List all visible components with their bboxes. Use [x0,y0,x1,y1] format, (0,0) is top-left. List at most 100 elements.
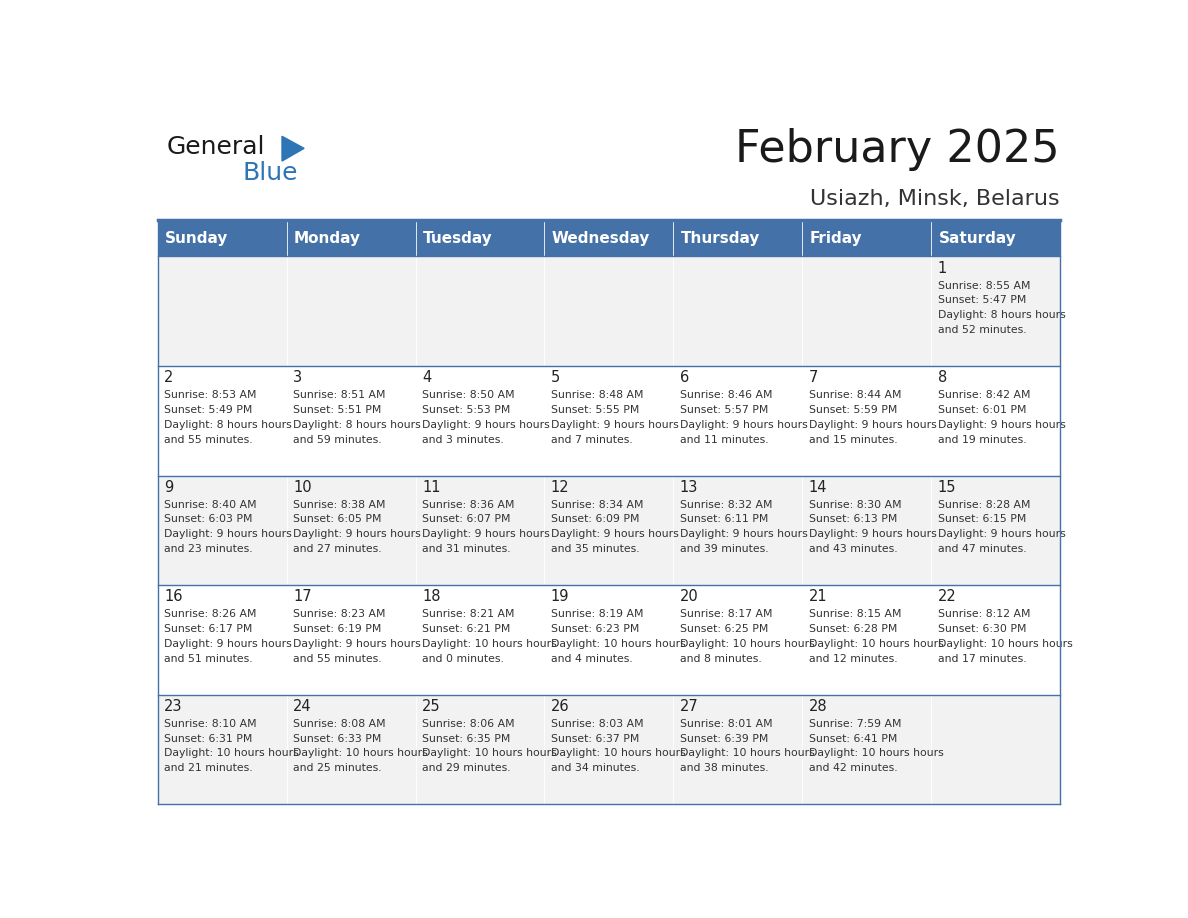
FancyBboxPatch shape [931,219,1060,256]
Text: 4: 4 [422,370,431,386]
Text: Sunrise: 8:42 AM: Sunrise: 8:42 AM [937,390,1030,400]
Text: Daylight: 9 hours hours: Daylight: 9 hours hours [293,530,421,540]
Text: and 47 minutes.: and 47 minutes. [937,544,1026,554]
Text: and 29 minutes.: and 29 minutes. [422,763,511,773]
Text: Sunset: 6:17 PM: Sunset: 6:17 PM [164,624,253,634]
Text: Daylight: 10 hours hours: Daylight: 10 hours hours [680,639,815,649]
Text: 5: 5 [551,370,560,386]
Text: 2: 2 [164,370,173,386]
FancyBboxPatch shape [802,366,931,476]
FancyBboxPatch shape [286,476,416,585]
Text: Blue: Blue [242,161,298,185]
Text: Sunrise: 7:59 AM: Sunrise: 7:59 AM [809,719,902,729]
Text: 15: 15 [937,480,956,495]
Text: Sunrise: 8:23 AM: Sunrise: 8:23 AM [293,610,386,620]
Text: Sunrise: 8:19 AM: Sunrise: 8:19 AM [551,610,644,620]
Text: and 4 minutes.: and 4 minutes. [551,654,632,664]
Text: and 52 minutes.: and 52 minutes. [937,325,1026,335]
Text: Sunset: 5:49 PM: Sunset: 5:49 PM [164,405,253,415]
Text: Daylight: 9 hours hours: Daylight: 9 hours hours [809,420,936,430]
Text: 24: 24 [293,699,311,714]
FancyBboxPatch shape [158,219,286,256]
Text: and 7 minutes.: and 7 minutes. [551,434,632,444]
Text: Daylight: 9 hours hours: Daylight: 9 hours hours [164,530,292,540]
FancyBboxPatch shape [674,219,802,256]
Text: 17: 17 [293,589,311,604]
Text: Daylight: 10 hours hours: Daylight: 10 hours hours [809,748,943,758]
Text: Daylight: 9 hours hours: Daylight: 9 hours hours [422,530,550,540]
Text: Sunrise: 8:50 AM: Sunrise: 8:50 AM [422,390,514,400]
Text: Wednesday: Wednesday [551,230,650,246]
Text: Sunset: 5:59 PM: Sunset: 5:59 PM [809,405,897,415]
FancyBboxPatch shape [931,256,1060,366]
FancyBboxPatch shape [802,476,931,585]
FancyBboxPatch shape [931,366,1060,476]
Text: Daylight: 9 hours hours: Daylight: 9 hours hours [809,530,936,540]
FancyBboxPatch shape [158,366,286,476]
Text: 14: 14 [809,480,827,495]
Text: and 43 minutes.: and 43 minutes. [809,544,897,554]
Text: Sunset: 6:23 PM: Sunset: 6:23 PM [551,624,639,634]
FancyBboxPatch shape [416,256,544,366]
FancyBboxPatch shape [416,695,544,804]
Text: Daylight: 10 hours hours: Daylight: 10 hours hours [809,639,943,649]
Text: Sunset: 5:57 PM: Sunset: 5:57 PM [680,405,769,415]
Text: Sunset: 6:21 PM: Sunset: 6:21 PM [422,624,511,634]
FancyBboxPatch shape [544,695,674,804]
Text: Daylight: 10 hours hours: Daylight: 10 hours hours [551,639,685,649]
FancyBboxPatch shape [802,695,931,804]
Text: Daylight: 10 hours hours: Daylight: 10 hours hours [937,639,1073,649]
Text: and 42 minutes.: and 42 minutes. [809,763,897,773]
Text: 6: 6 [680,370,689,386]
FancyBboxPatch shape [286,366,416,476]
FancyBboxPatch shape [416,476,544,585]
Text: Daylight: 8 hours hours: Daylight: 8 hours hours [164,420,292,430]
Text: Sunrise: 8:01 AM: Sunrise: 8:01 AM [680,719,772,729]
Text: and 8 minutes.: and 8 minutes. [680,654,762,664]
Text: Daylight: 9 hours hours: Daylight: 9 hours hours [293,639,421,649]
FancyBboxPatch shape [802,219,931,256]
Text: 16: 16 [164,589,183,604]
FancyBboxPatch shape [544,585,674,695]
Text: Sunrise: 8:03 AM: Sunrise: 8:03 AM [551,719,644,729]
Text: and 21 minutes.: and 21 minutes. [164,763,253,773]
Text: Sunset: 6:37 PM: Sunset: 6:37 PM [551,733,639,744]
Text: Sunset: 6:31 PM: Sunset: 6:31 PM [164,733,253,744]
Text: and 23 minutes.: and 23 minutes. [164,544,253,554]
Text: Sunrise: 8:21 AM: Sunrise: 8:21 AM [422,610,514,620]
FancyBboxPatch shape [674,366,802,476]
FancyBboxPatch shape [158,585,286,695]
Text: Sunrise: 8:36 AM: Sunrise: 8:36 AM [422,499,514,509]
Text: Daylight: 9 hours hours: Daylight: 9 hours hours [164,639,292,649]
Text: Sunset: 5:51 PM: Sunset: 5:51 PM [293,405,381,415]
FancyBboxPatch shape [158,695,286,804]
FancyBboxPatch shape [544,476,674,585]
Text: Sunrise: 8:32 AM: Sunrise: 8:32 AM [680,499,772,509]
Text: Daylight: 9 hours hours: Daylight: 9 hours hours [551,420,678,430]
Text: Sunrise: 8:08 AM: Sunrise: 8:08 AM [293,719,386,729]
Text: and 11 minutes.: and 11 minutes. [680,434,769,444]
Text: 8: 8 [937,370,947,386]
Text: Sunrise: 8:26 AM: Sunrise: 8:26 AM [164,610,257,620]
FancyBboxPatch shape [416,366,544,476]
Text: 11: 11 [422,480,441,495]
Text: Daylight: 9 hours hours: Daylight: 9 hours hours [680,530,808,540]
Text: Sunset: 6:19 PM: Sunset: 6:19 PM [293,624,381,634]
Text: Daylight: 10 hours hours: Daylight: 10 hours hours [422,639,557,649]
Text: 3: 3 [293,370,302,386]
Text: Daylight: 8 hours hours: Daylight: 8 hours hours [293,420,421,430]
Text: 9: 9 [164,480,173,495]
FancyBboxPatch shape [931,695,1060,804]
Polygon shape [282,136,304,161]
Text: 25: 25 [422,699,441,714]
Text: Sunset: 5:55 PM: Sunset: 5:55 PM [551,405,639,415]
Text: Daylight: 9 hours hours: Daylight: 9 hours hours [937,530,1066,540]
Text: Sunrise: 8:28 AM: Sunrise: 8:28 AM [937,499,1030,509]
FancyBboxPatch shape [802,256,931,366]
FancyBboxPatch shape [544,366,674,476]
Text: and 38 minutes.: and 38 minutes. [680,763,769,773]
Text: 28: 28 [809,699,827,714]
Text: Sunrise: 8:10 AM: Sunrise: 8:10 AM [164,719,257,729]
Text: 27: 27 [680,699,699,714]
FancyBboxPatch shape [674,256,802,366]
